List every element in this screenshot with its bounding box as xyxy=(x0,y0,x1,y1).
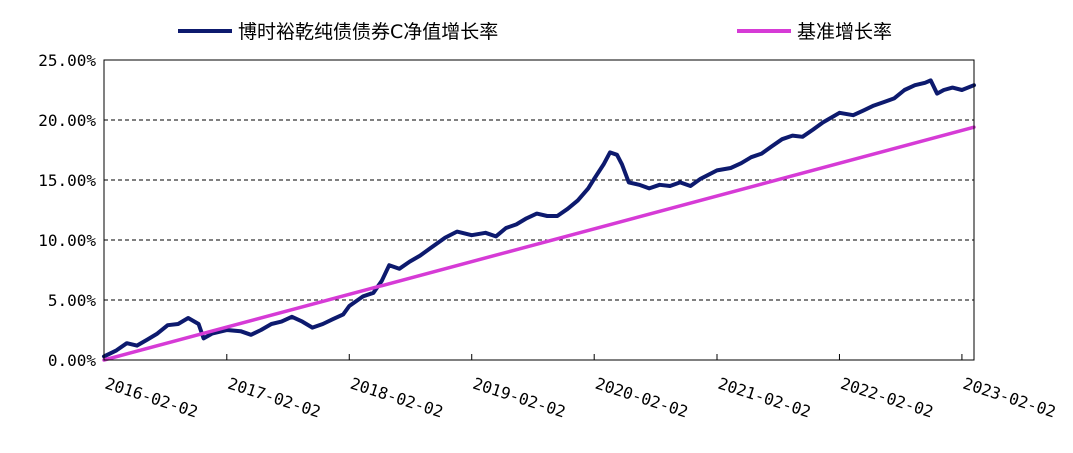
x-axis: 2016-02-02 2017-02-02 2018-02-02 2019-02-02… xyxy=(103,354,1058,422)
x-tick-label: 2023-02-02 xyxy=(961,374,1058,422)
series-line-benchmark xyxy=(102,125,976,362)
legend-label-benchmark: 基准增长率 xyxy=(797,21,892,43)
series-layer xyxy=(102,78,976,362)
x-tick-label: 2018-02-02 xyxy=(348,374,445,422)
x-tick-label: 2019-02-02 xyxy=(470,374,567,422)
x-tick-label: 2021-02-02 xyxy=(716,374,813,422)
x-tick-label: 2017-02-02 xyxy=(226,374,323,422)
y-tick-label: 15.00% xyxy=(38,171,96,190)
y-axis: 0.00% 5.00% 10.00% 15.00% 20.00% 25.00% xyxy=(38,51,96,370)
x-tick-label: 2020-02-02 xyxy=(593,374,690,422)
grid xyxy=(104,119,974,301)
y-tick-label: 5.00% xyxy=(48,291,97,310)
legend: 博时裕乾纯债债券C净值增长率 基准增长率 xyxy=(178,21,892,43)
y-tick-label: 25.00% xyxy=(38,51,96,70)
x-tick-label: 2022-02-02 xyxy=(838,374,935,422)
plot-area xyxy=(103,59,975,361)
y-tick-label: 0.00% xyxy=(48,351,97,370)
y-tick-label: 20.00% xyxy=(38,111,96,130)
y-tick-label: 10.00% xyxy=(38,231,96,250)
legend-label-nav: 博时裕乾纯债债券C净值增长率 xyxy=(238,21,498,43)
x-tick-label: 2016-02-02 xyxy=(103,374,200,422)
series-line-nav xyxy=(102,78,976,359)
